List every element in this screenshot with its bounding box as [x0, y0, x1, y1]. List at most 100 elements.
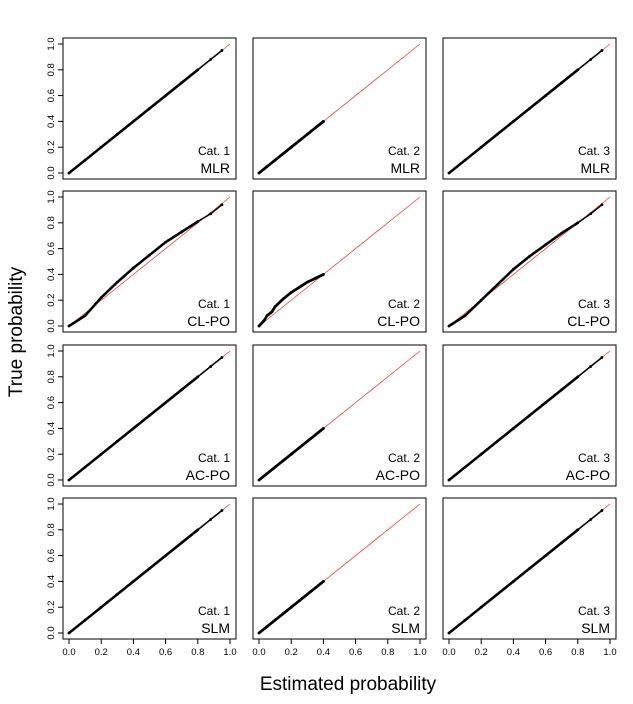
data-point [83, 465, 87, 469]
category-label: Cat. 1 [198, 144, 230, 158]
data-point [512, 267, 515, 271]
data-point [576, 221, 580, 225]
panel-ac-po-2: Cat. 2 AC-PO [252, 344, 427, 487]
model-label: SLM [581, 620, 610, 636]
data-point [196, 528, 200, 532]
data-point [99, 452, 103, 456]
data-point [479, 145, 483, 149]
data-point [180, 230, 184, 234]
data-point [589, 212, 593, 216]
x-tick-label: 0.2 [95, 647, 108, 658]
data-point [164, 94, 168, 97]
data-point [196, 220, 200, 223]
data-point [544, 94, 547, 97]
panel-frame [252, 190, 427, 333]
data-point [67, 171, 71, 175]
y-tick-label: 0.4 [46, 422, 57, 435]
panel-frame [62, 190, 237, 333]
data-point [447, 324, 451, 328]
category-label: Cat. 3 [578, 144, 610, 158]
x-tick-label: 1.0 [223, 647, 236, 658]
data-point [528, 254, 531, 258]
data-point [313, 126, 317, 130]
data-point [560, 231, 564, 235]
panel-ac-po-1: 0.0 0.2 0.4 0.6 0.8 1.0 Cat. 1 AC-PO [46, 344, 237, 487]
data-point [115, 592, 119, 596]
data-point [463, 618, 467, 622]
data-point [148, 567, 151, 570]
model-label: CL-PO [187, 313, 230, 329]
model-label: CL-PO [567, 313, 610, 329]
calibration-points [447, 356, 604, 482]
model-label: CL-PO [377, 313, 420, 329]
data-point [560, 388, 564, 392]
y-tick-label: 0.6 [46, 549, 57, 562]
data-point [495, 132, 499, 136]
panel-frame [62, 37, 237, 180]
data-point [273, 465, 277, 469]
data-point [67, 324, 71, 328]
data-point [83, 158, 87, 162]
data-point [180, 541, 184, 545]
data-point [544, 401, 547, 404]
data-point [528, 414, 531, 417]
data-point [495, 592, 499, 596]
panel-mlr-2: Cat. 2 MLR [252, 37, 427, 180]
data-point [164, 554, 168, 557]
x-tick-label: 0.6 [159, 647, 172, 658]
category-label: Cat. 3 [578, 451, 610, 465]
data-point [220, 49, 224, 52]
calibration-points [67, 203, 224, 328]
category-label: Cat. 3 [578, 604, 610, 618]
data-point [463, 314, 467, 318]
data-point [273, 618, 277, 622]
data-point [576, 528, 580, 532]
data-point [115, 132, 119, 136]
data-point [265, 165, 269, 168]
data-point [589, 58, 593, 61]
data-point [273, 158, 277, 162]
data-point [297, 446, 301, 450]
x-tick-label: 0.2 [475, 647, 488, 658]
data-point [209, 365, 213, 368]
data-point [281, 152, 285, 156]
data-point [322, 120, 325, 123]
calibration-points [447, 509, 604, 635]
y-tick-label: 1.0 [46, 344, 57, 357]
y-axis-title: True probability [6, 266, 27, 397]
calibration-points [67, 509, 224, 635]
category-label: Cat. 1 [198, 604, 230, 618]
model-label: SLM [201, 620, 230, 636]
data-point [257, 324, 261, 328]
y-tick-label: 0.0 [46, 626, 57, 639]
data-point [544, 243, 547, 247]
y-tick-label: 1.0 [46, 190, 57, 203]
data-point [281, 459, 285, 463]
panel-frame [62, 344, 237, 487]
panel-ac-po-3: Cat. 3 AC-PO [442, 344, 617, 487]
data-point [495, 283, 499, 287]
data-point [447, 631, 451, 635]
calibration-points [257, 273, 325, 328]
data-point [463, 465, 467, 469]
y-tick-label: 0.8 [46, 523, 57, 536]
data-point [322, 273, 325, 276]
panel-cl-po-2: Cat. 2 CL-PO [252, 190, 427, 333]
y-tick-label: 0.0 [46, 319, 57, 332]
data-point [83, 618, 87, 622]
panel-frame [442, 37, 617, 180]
data-point [265, 625, 269, 628]
data-point [305, 132, 309, 136]
data-point [313, 276, 317, 280]
y-tick-label: 0.4 [46, 575, 57, 588]
data-point [67, 478, 71, 482]
data-point [132, 120, 135, 123]
data-point [479, 298, 483, 302]
data-point [313, 586, 317, 590]
y-tick-label: 0.8 [46, 370, 57, 383]
reference-line [258, 196, 421, 327]
model-label: SLM [391, 620, 420, 636]
data-point [281, 297, 285, 301]
data-point [148, 414, 151, 417]
calibration-points [257, 120, 325, 175]
